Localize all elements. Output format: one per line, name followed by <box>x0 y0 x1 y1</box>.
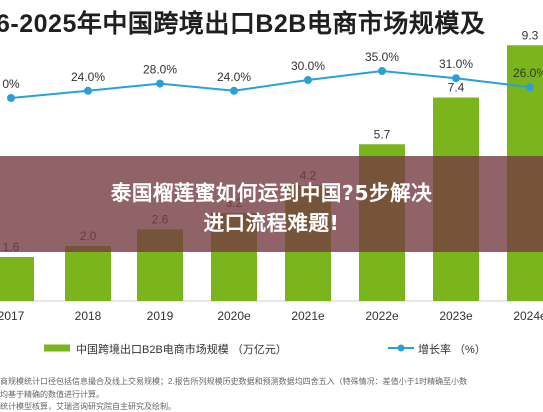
legend-line-marker <box>397 344 405 352</box>
growth-rate-point <box>230 86 238 95</box>
growth-rate-point <box>7 94 15 102</box>
article-title-line-2[interactable]: 进口流程难题! <box>203 211 340 235</box>
growth-rate-label: 24.0% <box>217 70 251 84</box>
x-tick-label: 2017 <box>0 309 25 323</box>
growth-rate-point <box>84 86 92 95</box>
legend-bar-label: 中国跨境出口B2B电商市场规模 （万亿元） <box>76 344 287 356</box>
x-tick-label: 2022e <box>365 309 399 323</box>
source-note-3: 统计模型核算，艾瑞咨询研究院自主研究及绘制。 <box>0 402 176 411</box>
x-tick-label: 2021e <box>291 309 325 323</box>
legend-line-label: 增长率 （%） <box>418 344 486 356</box>
x-tick-label: 2024e <box>513 309 543 323</box>
growth-rate-label: 31.0% <box>439 57 473 71</box>
chart-title: 6-2025年中国跨境出口B2B电商市场规模及 <box>0 10 486 38</box>
x-tick-label: 2019 <box>147 309 174 323</box>
bar-value-label: 5.7 <box>374 127 391 141</box>
growth-rate-point <box>156 79 164 88</box>
source-note-1: 商规模统计口径包括信息撮合及线上交易规模；2.报告所列规模历史数据和预测数据均四… <box>0 377 468 386</box>
growth-rate-label: 35.0% <box>365 50 399 64</box>
article-title-banner <box>0 156 543 252</box>
growth-rate-point <box>452 74 460 83</box>
growth-rate-label: 24.0% <box>71 70 105 84</box>
growth-rate-point <box>304 76 312 84</box>
article-title-line-1[interactable]: 泰国榴莲蜜如何运到中国?5步解决 <box>110 181 433 205</box>
growth-rate-line <box>10 69 531 99</box>
bar-value-label: 9.3 <box>522 28 539 42</box>
growth-rate-label: 0% <box>2 77 20 91</box>
x-tick-label: 2020e <box>217 309 251 323</box>
growth-rate-label: 28.0% <box>143 63 177 77</box>
growth-rate-label: 30.0% <box>291 59 325 73</box>
growth-rate-point <box>526 83 534 92</box>
growth-rate-point <box>378 67 386 75</box>
growth-rate-label: 26.0% <box>513 66 543 80</box>
bar-2018 <box>65 246 111 301</box>
bar-2017 <box>0 257 34 301</box>
x-tick-label: 2023e <box>439 309 473 323</box>
x-tick-label: 2018 <box>75 309 102 323</box>
source-note-2: 均基于精确的数值进行计算。 <box>0 390 104 399</box>
bar-value-label: 7.4 <box>448 81 465 95</box>
